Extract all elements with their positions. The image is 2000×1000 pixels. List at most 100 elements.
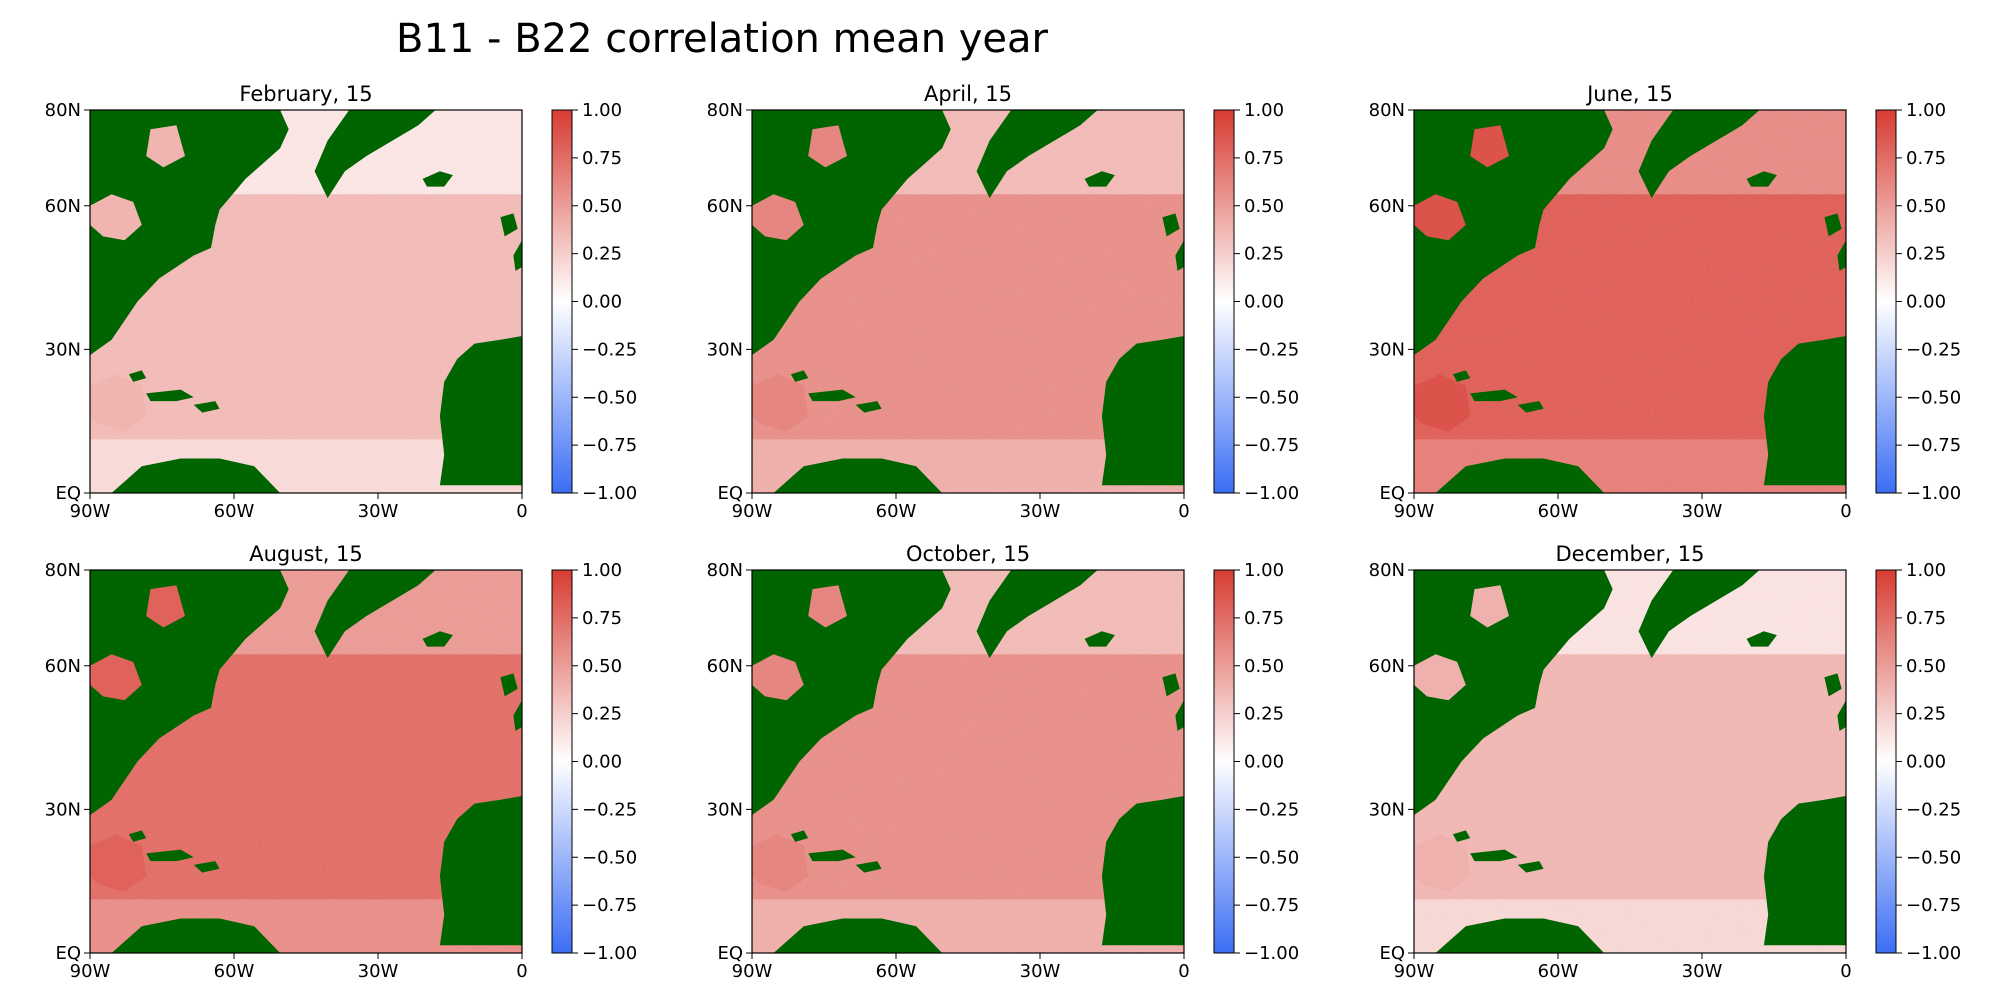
land-mass [1638,110,1760,199]
sea-patch [1414,374,1471,432]
colorbar-tick-label: −1.00 [1906,943,1961,964]
x-tick-label: 30W [358,501,399,522]
axes-frame [751,569,1185,954]
panel-february: February, 15 90W 60W 30W 0 EQ 30N 60N 80N 1.00 0.7… [45,82,638,522]
land-mass [422,171,453,187]
x-tick-label: 90W [70,961,111,982]
y-tick-label: 30N [45,799,81,820]
axes-frame [751,109,1185,494]
sea-patch [1470,585,1509,628]
land-mass [111,918,281,953]
island [855,861,882,873]
sea-patch [1414,834,1471,892]
colorbar-tick-label: 0.75 [1244,148,1284,169]
colorbar-tick-label: −0.50 [1906,847,1961,868]
colorbar-tick-label: 0.25 [1244,704,1284,725]
land-mass [439,796,522,946]
axes-frame [1413,569,1847,954]
colorbar-tick-label: 0.50 [1906,656,1946,677]
colorbar-tick-label: 1.00 [1244,560,1284,581]
land-mass [1175,240,1184,271]
y-tick-label: 80N [45,560,81,581]
colorbar-tick-label: −0.75 [1906,895,1961,916]
x-tick-label: 0 [516,961,527,982]
panel-june: June, 15 90W 60W 30W 0 EQ 30N 60N 80N 1.00 0.75 0.5… [1369,82,1962,522]
colorbar-tick-label: −0.50 [1244,387,1299,408]
x-tick-label: 90W [70,501,111,522]
land-mass [1638,570,1760,659]
sea-patch [1414,194,1466,241]
sea-patch [752,194,804,241]
y-tick-label: 60N [1369,656,1405,677]
land-mass [1435,458,1605,493]
island [1452,370,1471,382]
colorbar-tick-label: 0.75 [582,148,622,169]
colorbar [1213,109,1235,494]
sea-patch [90,374,147,432]
colorbar-tick-label: 0.25 [1906,704,1946,725]
colorbar-tick-label: 0.75 [1906,148,1946,169]
land-mass [1837,700,1846,731]
y-tick-label: 80N [707,560,743,581]
colorbar-tick-label: 0.00 [582,752,622,773]
land-mass [1101,796,1184,946]
land-mass [976,570,1098,659]
panel-title: June, 15 [1585,82,1673,106]
land-mass [1746,631,1777,647]
axes-frame [1413,109,1847,494]
colorbar-tick-label: −0.75 [1244,435,1299,456]
panel-title: August, 15 [249,542,363,566]
colorbar-tick-label: 1.00 [1906,100,1946,121]
y-tick-label: EQ [55,483,81,504]
colorbar-tick-label: 0.75 [1906,608,1946,629]
land-mass [752,110,951,356]
colorbar-tick-label: 0.50 [582,196,622,217]
colorbar-tick-label: −1.00 [582,483,637,504]
colorbar-tick-label: −0.75 [1244,895,1299,916]
x-tick-label: 0 [1178,501,1189,522]
land-mass [513,700,522,731]
figure-title: B11 - B22 correlation mean year [396,16,1049,62]
land-mass [773,458,943,493]
colorbar [1875,109,1897,494]
land-mass [90,570,289,816]
sea-patch [90,654,142,701]
sea-patch [90,834,147,892]
land-mass [1837,240,1846,271]
y-tick-label: 30N [707,339,743,360]
land-mass [1763,796,1846,946]
land-mass [111,458,281,493]
land-mass [976,110,1098,199]
x-tick-label: 0 [516,501,527,522]
sea-patch [752,654,804,701]
colorbar-tick-label: 0.00 [582,292,622,313]
sea-patch [1470,125,1509,168]
colorbar-tick-label: −0.75 [582,435,637,456]
land-mass [1435,918,1605,953]
land-mass [1175,700,1184,731]
colorbar-tick-label: 0.00 [1244,752,1284,773]
panel-august: August, 15 90W 60W 30W 0 EQ 30N 60N 80N 1.00 0.75 0… [45,542,638,982]
island [128,830,147,842]
panel-october: October, 15 90W 60W 30W 0 EQ 30N 60N 80N 1.00 0.75… [707,542,1300,982]
y-tick-label: 80N [1369,560,1405,581]
y-tick-label: 80N [45,100,81,121]
colorbar [1213,569,1235,954]
panels: February, 15 90W 60W 30W 0 EQ 30N 60N 80N 1.00 0.7… [45,82,1962,982]
land-mass [1746,171,1777,187]
x-tick-label: 0 [1840,961,1851,982]
panel-december: December, 15 90W 60W 30W 0 EQ 30N 60N 80N 1.00 0.7… [1369,542,1962,982]
panel-title: October, 15 [906,542,1030,566]
x-tick-label: 60W [876,961,917,982]
colorbar-tick-label: 1.00 [1244,100,1284,121]
x-tick-label: 0 [1840,501,1851,522]
x-tick-label: 90W [732,501,773,522]
island [790,830,809,842]
y-tick-label: 60N [707,656,743,677]
land-mass [1084,631,1115,647]
x-tick-label: 90W [732,961,773,982]
x-tick-label: 60W [1538,961,1579,982]
panel-title: December, 15 [1556,542,1705,566]
sea-patch [808,125,847,168]
x-tick-label: 60W [1538,501,1579,522]
